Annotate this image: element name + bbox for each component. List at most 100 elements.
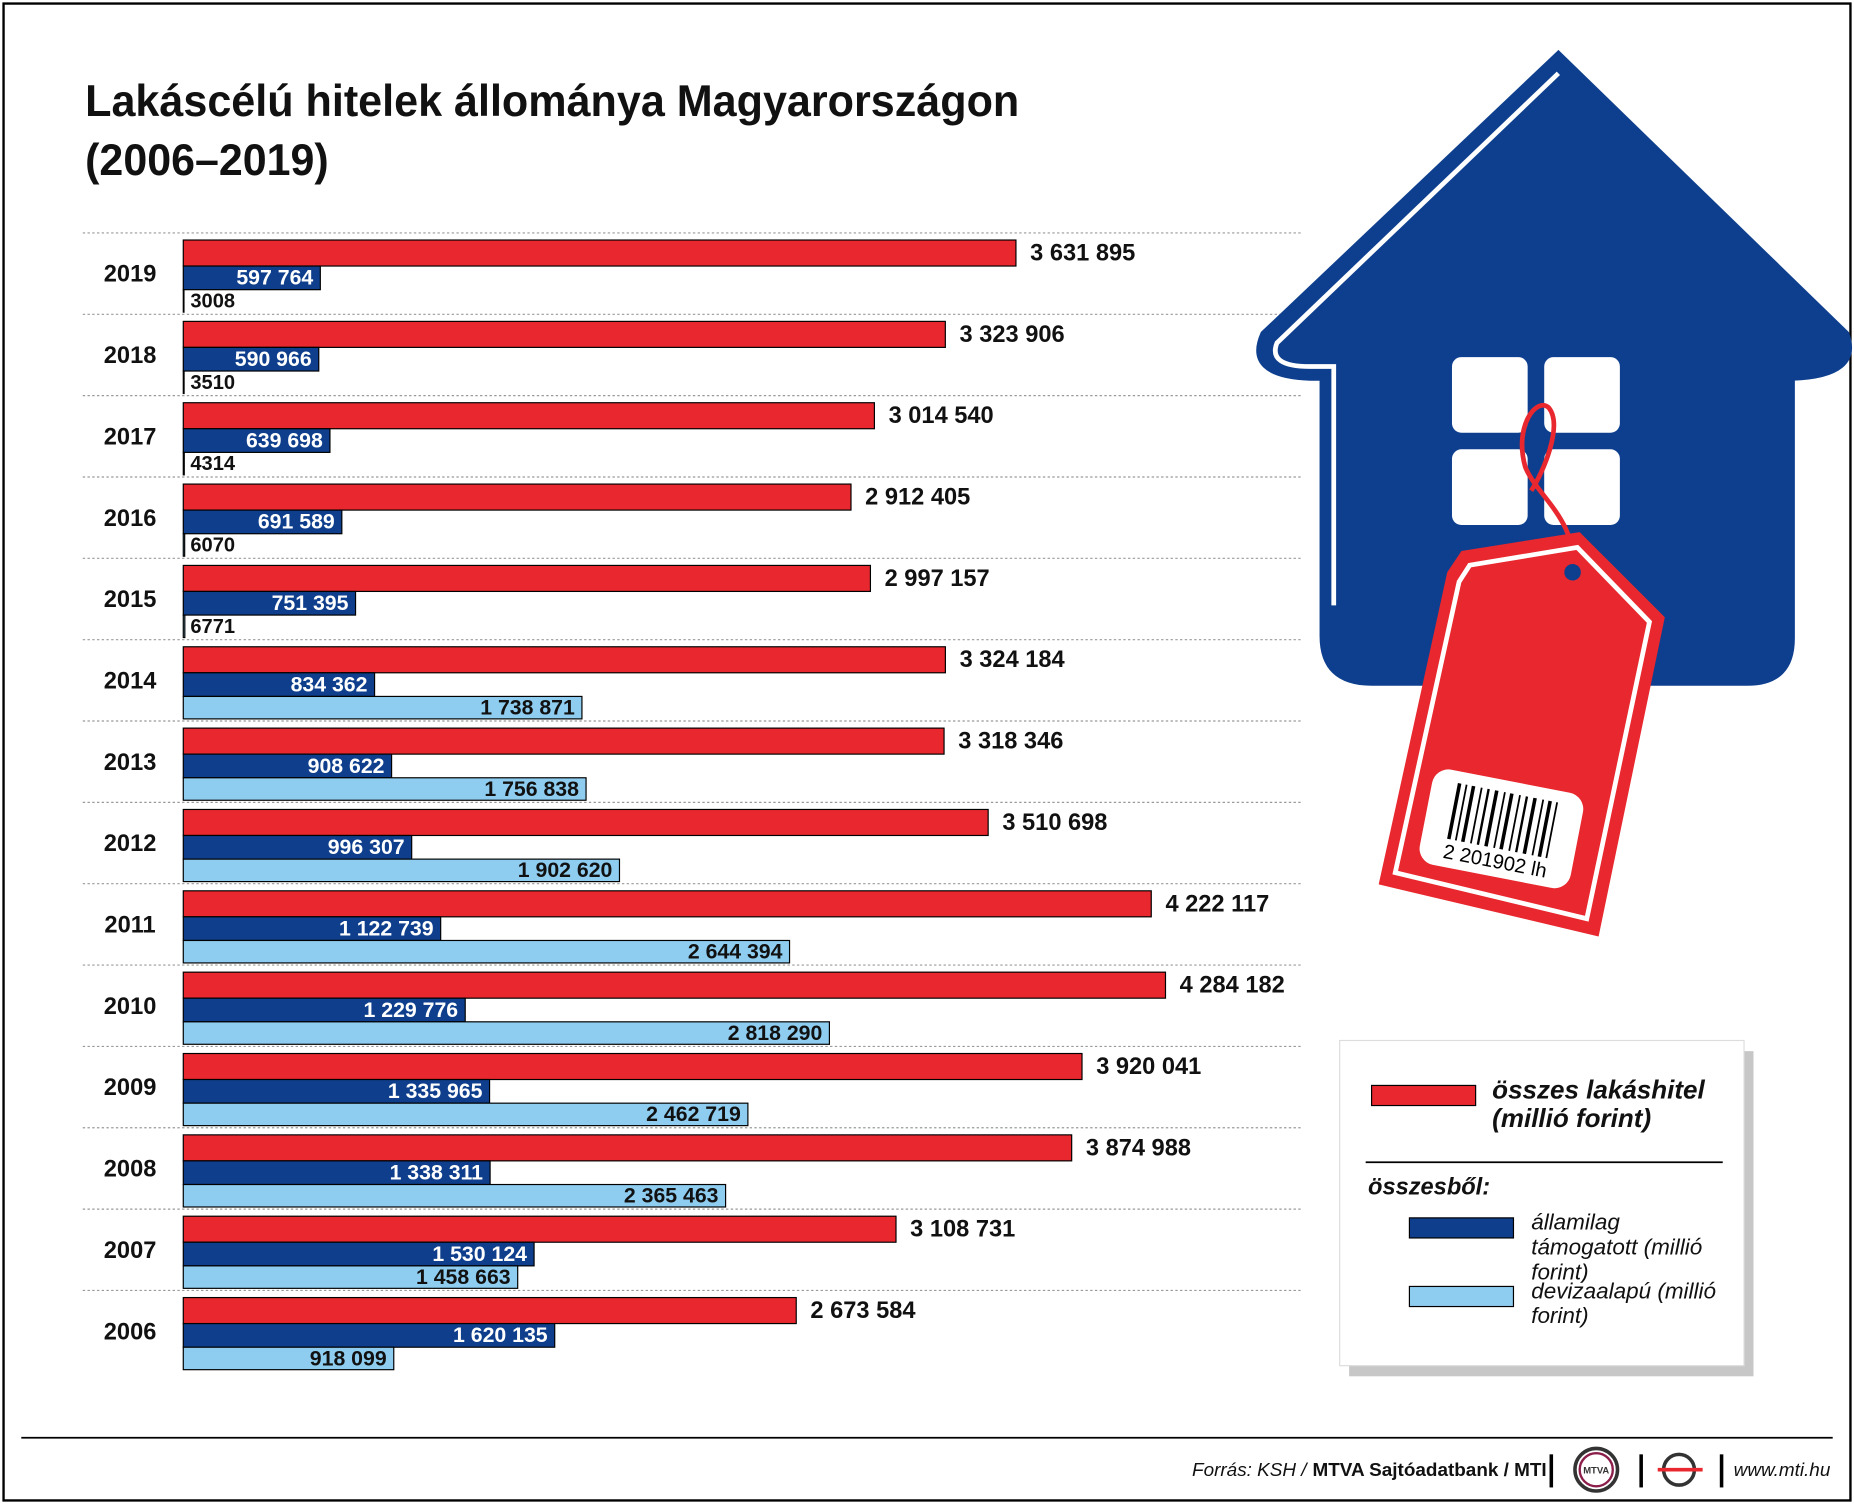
legend-label-box: államilag támogatott (millió forint) xyxy=(1531,1211,1703,1283)
bar xyxy=(182,1215,897,1243)
bar xyxy=(182,346,320,372)
bar xyxy=(182,370,185,395)
bar xyxy=(182,451,185,476)
source-main: MTVA Sajtóadatbank / MTI xyxy=(1312,1460,1546,1481)
logo-text: MTVA xyxy=(1583,1465,1609,1476)
y-tick-label: 2018 xyxy=(104,343,157,369)
footer: Forrás: KSH / MTVA Sajtóadatbank / MTI M… xyxy=(1192,1446,1831,1493)
value-label: 2 365 463 xyxy=(624,1184,719,1208)
bar xyxy=(182,646,946,674)
value-label: 834 362 xyxy=(291,672,368,696)
value-label: 3 874 988 xyxy=(1086,1135,1191,1161)
value-label: 4314 xyxy=(190,453,236,475)
value-label: 1 738 871 xyxy=(480,695,575,719)
legend-label: államilag támogatott (millió forint) xyxy=(1531,1211,1703,1283)
bar xyxy=(182,289,185,313)
logo-ring xyxy=(1578,1451,1614,1488)
value-label: 3 323 906 xyxy=(960,322,1065,348)
value-label: 908 622 xyxy=(308,754,385,778)
bar xyxy=(182,320,946,348)
value-label: 3 324 184 xyxy=(960,647,1066,673)
url: www.mti.hu xyxy=(1734,1460,1831,1481)
value-label: 996 307 xyxy=(328,835,405,859)
value-label: 3008 xyxy=(190,290,235,312)
value-label: 2 644 394 xyxy=(688,940,783,964)
bar xyxy=(182,428,331,453)
value-label: 751 395 xyxy=(272,591,349,615)
bar xyxy=(182,239,1017,267)
y-tick-label: 2012 xyxy=(104,831,157,857)
chart-title: Lakáscélú hitelek állománya Magyarország… xyxy=(85,75,1019,126)
logo-mtva xyxy=(1573,1446,1620,1493)
value-label: 3 108 731 xyxy=(910,1217,1015,1243)
y-tick-label: 2006 xyxy=(104,1319,157,1345)
legend-swatch xyxy=(1408,1285,1515,1308)
value-label: 597 764 xyxy=(236,266,313,290)
legend-subheading: összesből: xyxy=(1368,1175,1490,1201)
y-tick-label: 2011 xyxy=(104,913,155,939)
value-label: 1 530 124 xyxy=(432,1242,527,1266)
bar xyxy=(182,564,872,593)
bar xyxy=(182,533,186,557)
bar xyxy=(182,614,186,639)
bar xyxy=(182,727,945,755)
bar xyxy=(182,1265,519,1289)
value-label: 2 673 584 xyxy=(810,1298,916,1324)
bar xyxy=(182,1296,797,1325)
value-label: 1 902 620 xyxy=(518,858,613,882)
y-tick-label: 2015 xyxy=(104,587,157,613)
legend-label: devizaalapú (millió forint) xyxy=(1531,1280,1717,1329)
value-label: 1 335 965 xyxy=(388,1079,483,1103)
legend-swatch xyxy=(1408,1217,1515,1239)
value-label: 3 014 540 xyxy=(889,403,994,429)
y-tick-label: 2007 xyxy=(104,1238,157,1264)
y-tick-label: 2016 xyxy=(104,506,157,532)
value-label: 3 510 698 xyxy=(1002,810,1107,836)
bar xyxy=(182,1134,1073,1162)
value-label: 4 222 117 xyxy=(1165,891,1269,917)
bar xyxy=(182,971,1167,999)
y-tick-label: 2013 xyxy=(104,750,157,776)
value-label: 1 338 311 xyxy=(390,1161,484,1185)
value-label: 2 462 719 xyxy=(646,1102,741,1126)
value-label: 2 912 405 xyxy=(865,485,970,511)
value-label: 2 818 290 xyxy=(728,1021,823,1045)
y-tick-label: 2017 xyxy=(104,424,157,450)
bar xyxy=(182,808,989,837)
value-label: 1 756 838 xyxy=(484,777,579,801)
legend: összesből: összes lakáshitel (millió for… xyxy=(1339,1039,1754,1377)
chart-subtitle: (2006–2019) xyxy=(85,134,329,185)
legend-label: összes lakáshitel (millió forint) xyxy=(1492,1075,1705,1133)
bar xyxy=(182,483,852,511)
bar xyxy=(182,1052,1083,1081)
bar xyxy=(182,939,791,964)
legend-label-box: devizaalapú (millió forint) xyxy=(1531,1280,1717,1329)
bar xyxy=(182,858,621,883)
y-tick-label: 2008 xyxy=(104,1157,157,1183)
bar xyxy=(182,590,357,616)
house-illustration: 2 201902 lh xyxy=(1256,49,1853,937)
value-label: 6771 xyxy=(190,616,235,638)
bar xyxy=(182,509,343,535)
y-tick-label: 2019 xyxy=(104,262,157,288)
y-tick-label: 2009 xyxy=(104,1075,157,1101)
value-label: 3510 xyxy=(190,372,235,394)
bar xyxy=(182,695,583,720)
value-label: 1 620 135 xyxy=(453,1323,548,1347)
value-label: 3 631 895 xyxy=(1030,240,1135,266)
bar xyxy=(182,1102,749,1127)
value-label: 691 589 xyxy=(258,510,335,534)
bar xyxy=(182,1021,831,1045)
bar xyxy=(182,777,587,801)
value-label: 1 122 739 xyxy=(339,916,434,940)
legend-swatch xyxy=(1370,1084,1477,1107)
legend-label-box: összes lakáshitel (millió forint) xyxy=(1492,1075,1705,1133)
value-label: 4 284 182 xyxy=(1180,973,1285,999)
bar xyxy=(182,402,875,430)
bar xyxy=(182,265,321,291)
source-prefix: Forrás: KSH / xyxy=(1192,1460,1308,1481)
value-label: 590 966 xyxy=(235,347,312,371)
